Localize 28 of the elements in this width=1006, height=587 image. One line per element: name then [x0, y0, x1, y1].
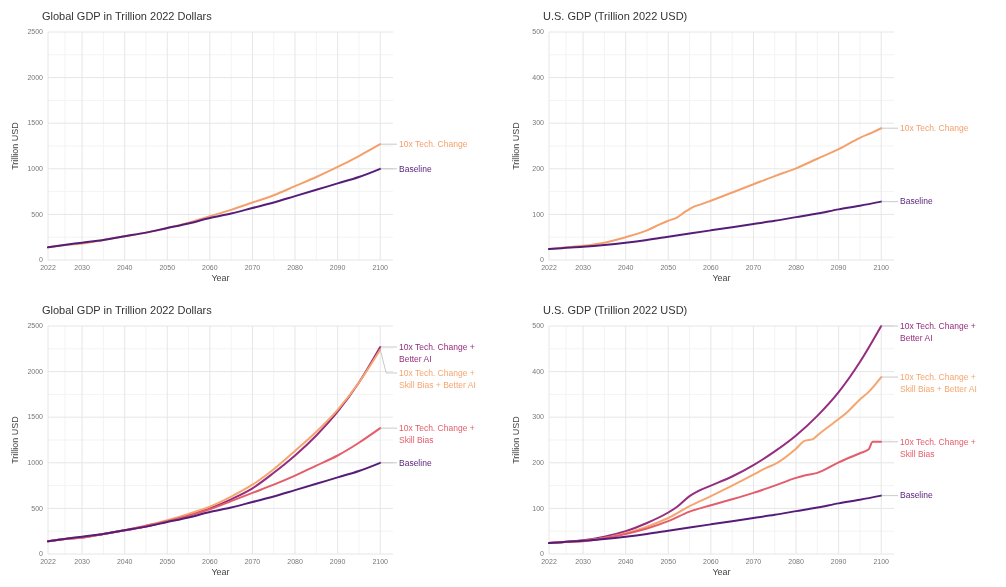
- text: 10x Tech. Change + Skill Bias: [900, 436, 976, 459]
- line-series: [548, 494, 883, 545]
- chart-title: U.S. GDP (Trillion 2022 USD): [543, 304, 688, 316]
- text: 10x Tech. Change + Skill Bias: [399, 422, 475, 445]
- chart-title: Global GDP in Trillion 2022 Dollars: [42, 304, 213, 316]
- text: 10x Tech. Change: [399, 138, 468, 149]
- y-axis-title: Trillion USD: [511, 121, 521, 170]
- y-axis-title: Trillion USD: [10, 415, 20, 464]
- line-series: [47, 461, 382, 543]
- line-series: [548, 200, 883, 251]
- x-axis-title: Year: [712, 273, 731, 283]
- text: 10x Tech. Change + Better AI: [399, 341, 475, 364]
- y-axis-title: Trillion USD: [511, 415, 521, 464]
- text: Baseline: [399, 457, 432, 468]
- text: 10x Tech. Change + Skill Bias + Better AI: [900, 371, 977, 394]
- y-axis-title: Trillion USD: [10, 121, 20, 170]
- x-axis-title: Year: [211, 567, 230, 577]
- text: Baseline: [900, 490, 933, 501]
- chart-title: U.S. GDP (Trillion 2022 USD): [543, 10, 688, 22]
- line-series: [47, 167, 382, 249]
- text: 10x Tech. Change + Skill Bias + Better AI: [399, 367, 476, 390]
- text: 10x Tech. Change + Better AI: [900, 320, 976, 343]
- text: 10x Tech. Change: [900, 122, 969, 133]
- text: Baseline: [399, 163, 432, 174]
- text: Baseline: [900, 196, 933, 207]
- chart-title: Global GDP in Trillion 2022 Dollars: [42, 10, 213, 22]
- x-axis-title: Year: [211, 273, 230, 283]
- x-axis-title: Year: [712, 567, 731, 577]
